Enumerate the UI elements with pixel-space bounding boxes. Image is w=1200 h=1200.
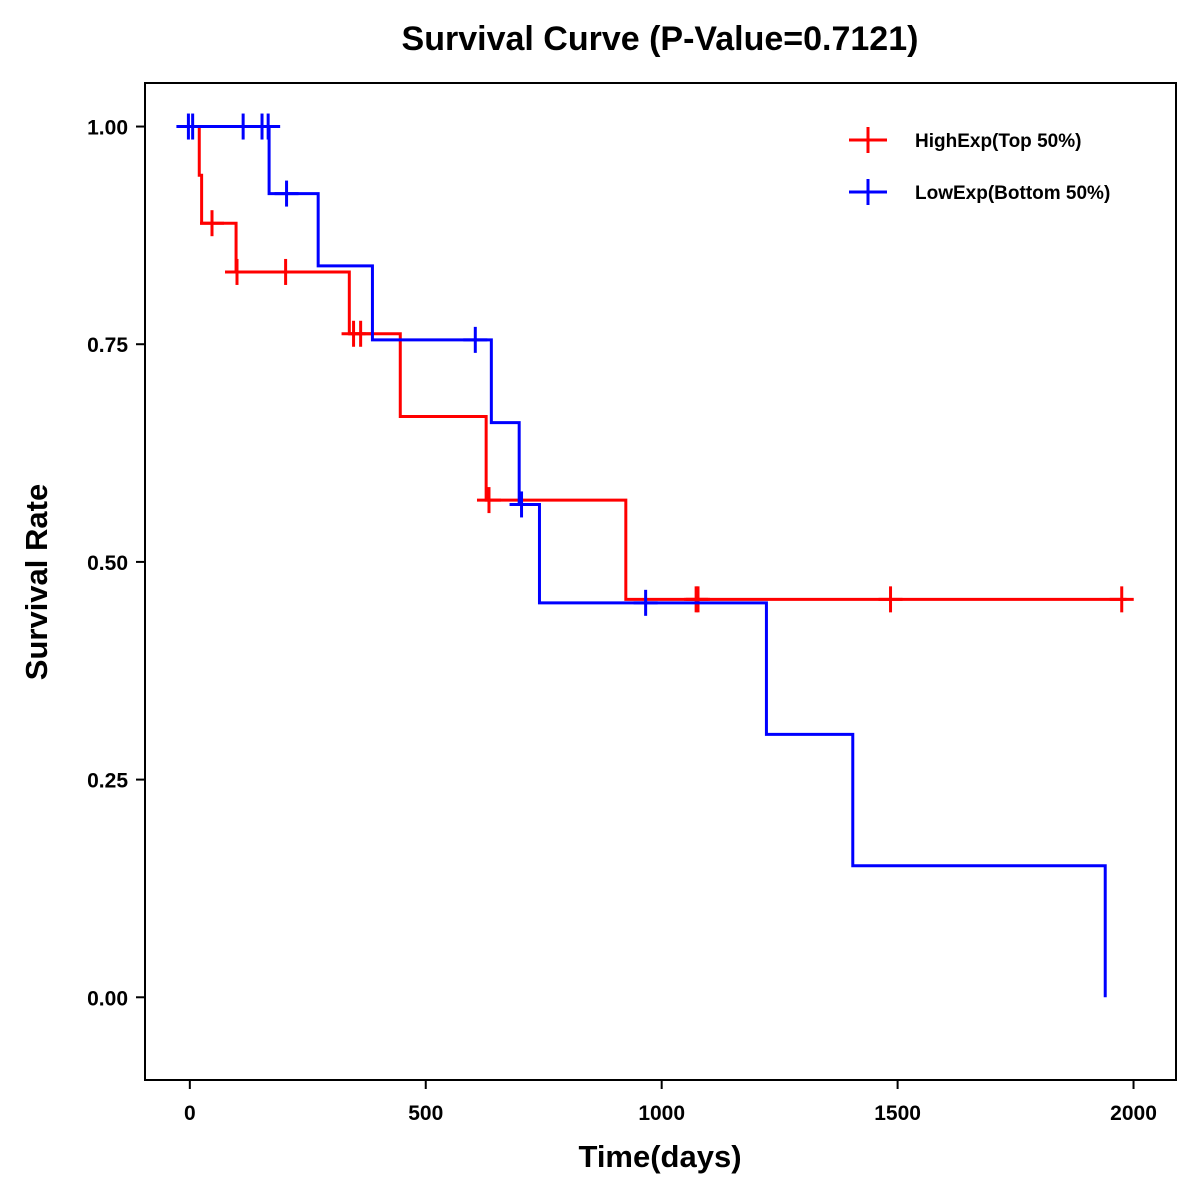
y-tick-label: 0.75 (87, 334, 128, 357)
censor-mark (878, 586, 903, 613)
y-axis-title: Survival Rate (19, 484, 54, 680)
legend-label: LowExp(Bottom 50%) (915, 183, 1110, 204)
x-tick-label: 1500 (874, 1102, 921, 1125)
censor-mark (180, 113, 205, 140)
censor-mark (476, 487, 501, 514)
y-tick-label: 0.00 (87, 987, 128, 1010)
x-tick-label: 1000 (638, 1102, 685, 1125)
y-axis: 0.00 0.25 0.50 0.75 1.00 (87, 117, 145, 1010)
legend-item: HighExp(Top 50%) (849, 127, 1081, 153)
survival-step-line (189, 125, 1127, 601)
legend-key-icon (849, 179, 887, 205)
x-axis-title: Time(days) (578, 1139, 741, 1174)
censor-mark (1109, 586, 1134, 613)
x-tick-label: 2000 (1110, 1102, 1157, 1125)
censor-mark (348, 320, 373, 347)
plot-panel (144, 82, 1177, 1081)
censor-mark (256, 113, 281, 140)
censor-mark (633, 589, 658, 616)
series-lowexp (176, 113, 1107, 998)
survival-curves (176, 113, 1134, 998)
x-tick-label: 0 (184, 1102, 196, 1125)
censor-mark (273, 258, 298, 285)
censor-mark (463, 326, 488, 353)
legend: HighExp(Top 50%) LowExp(Bottom 50%) (849, 127, 1110, 205)
censor-mark (225, 258, 250, 285)
legend-label: HighExp(Top 50%) (915, 131, 1081, 152)
censor-mark (686, 586, 711, 613)
legend-item: LowExp(Bottom 50%) (849, 179, 1110, 205)
chart-title: Survival Curve (P-Value=0.7121) (402, 20, 919, 58)
censor-mark (274, 180, 299, 207)
x-tick-label: 500 (408, 1102, 443, 1125)
series-highexp (189, 125, 1134, 613)
y-tick-label: 1.00 (87, 117, 128, 140)
legend-key-icon (849, 127, 887, 153)
censor-mark (509, 491, 534, 518)
survival-step-line (189, 125, 1107, 998)
y-tick-label: 0.50 (87, 552, 128, 575)
censor-mark (200, 210, 225, 237)
y-tick-label: 0.25 (87, 770, 128, 793)
x-axis: 0 500 1000 1500 2000 (184, 1080, 1157, 1125)
